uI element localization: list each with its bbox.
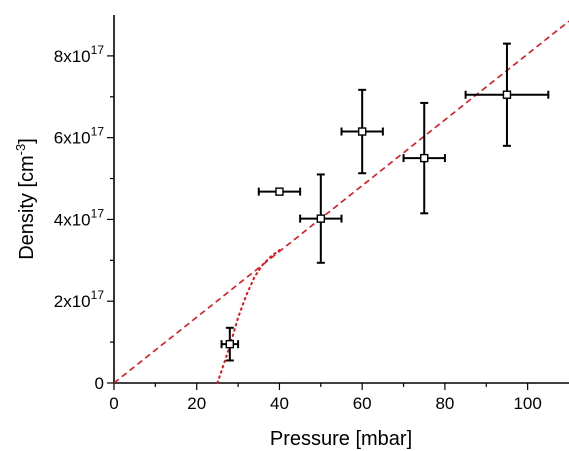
point-marker xyxy=(275,187,284,196)
y-tick-label-base: 8x10 xyxy=(54,47,91,66)
x-tick-label: 60 xyxy=(353,394,372,413)
fit-curves xyxy=(113,20,569,384)
x-tick-label: 20 xyxy=(187,394,206,413)
data-point xyxy=(257,187,302,196)
point-marker xyxy=(502,90,512,99)
point-marker xyxy=(316,214,326,223)
y-tick-label-exponent: 17 xyxy=(91,288,105,302)
y-tick-label-base: 4x10 xyxy=(54,210,91,229)
y-axis-title-end: ] xyxy=(16,138,38,144)
y-axis-title-sup: -3 xyxy=(13,144,28,156)
point-marker xyxy=(420,153,429,163)
x-tick-label: 0 xyxy=(109,394,118,413)
data-point xyxy=(464,42,550,147)
data-point xyxy=(402,101,446,215)
y-tick-label-base: 0 xyxy=(95,374,104,393)
dotted-fit-curve xyxy=(216,249,281,384)
data-point xyxy=(340,88,384,175)
y-tick-label-base: 6x10 xyxy=(54,129,91,148)
linear-fit-line xyxy=(113,20,569,384)
y-tick-label-exponent: 17 xyxy=(91,206,105,220)
y-tick-label: 6x1017 xyxy=(54,125,105,148)
x-axis-title: Pressure [mbar] xyxy=(270,428,412,450)
y-tick-label: 2x1017 xyxy=(54,288,105,311)
x-tick-label: 100 xyxy=(513,394,541,413)
y-tick-label-exponent: 17 xyxy=(91,125,105,139)
y-tick-label: 4x1017 xyxy=(54,206,105,229)
y-axis-title-main: Density [cm xyxy=(16,155,38,259)
x-tick-label: 40 xyxy=(270,394,289,413)
x-ticks: 0 20 40 60 80 100 xyxy=(109,383,542,413)
y-tick-label-base: 2x10 xyxy=(54,292,91,311)
y-tick-label-exponent: 17 xyxy=(91,43,105,57)
data-point xyxy=(220,326,240,362)
y-tick-label: 8x1017 xyxy=(54,43,105,66)
axes xyxy=(113,15,569,384)
data-point xyxy=(299,173,343,264)
y-axis-title: Density [cm-3] xyxy=(13,138,38,260)
point-marker xyxy=(357,127,367,136)
point-marker xyxy=(225,339,235,349)
y-tick-label: 0 xyxy=(95,374,104,393)
x-tick-label: 80 xyxy=(435,394,454,413)
data-points xyxy=(220,42,550,362)
